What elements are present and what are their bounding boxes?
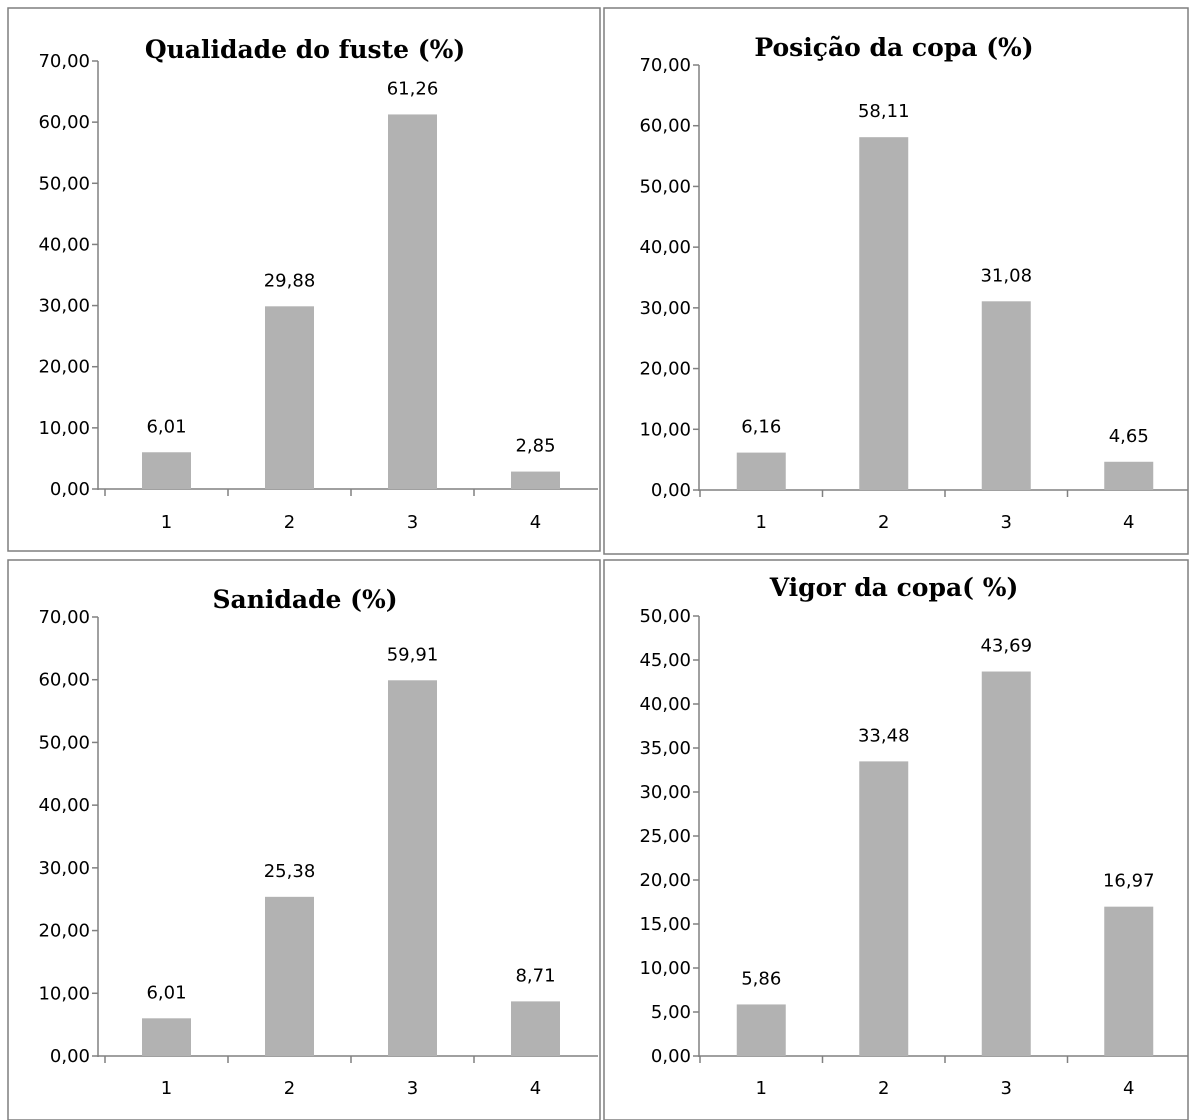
y-tick-label: 60,00 xyxy=(38,670,90,691)
y-tick-label: 15,00 xyxy=(639,914,691,935)
y-tick-label: 40,00 xyxy=(38,795,90,816)
data-label: 59,91 xyxy=(387,644,439,665)
data-label: 25,38 xyxy=(264,861,316,882)
data-label: 43,69 xyxy=(980,636,1032,657)
bar-4 xyxy=(511,471,560,489)
y-tick-label: 60,00 xyxy=(639,116,691,137)
y-tick-label: 10,00 xyxy=(639,958,691,979)
data-label: 31,08 xyxy=(980,265,1032,286)
chart-title: Posição da copa (%) xyxy=(754,33,1033,62)
x-tick-label: 1 xyxy=(161,1078,172,1099)
y-tick-label: 10,00 xyxy=(639,419,691,440)
chart-title: Sanidade (%) xyxy=(212,585,397,614)
y-tick-label: 70,00 xyxy=(38,607,90,628)
x-tick-label: 2 xyxy=(878,1078,889,1099)
y-tick-label: 40,00 xyxy=(639,694,691,715)
data-label: 33,48 xyxy=(858,725,910,746)
bar-3 xyxy=(981,671,1031,1056)
y-tick-label: 20,00 xyxy=(38,921,90,942)
bar-2 xyxy=(859,137,909,491)
y-tick-label: 70,00 xyxy=(38,51,90,72)
y-tick-label: 10,00 xyxy=(38,418,90,439)
x-tick-label: 2 xyxy=(878,512,889,533)
chart-panel-3: Sanidade (%) 0,00 10,00 20,00 30,00 40,00 50,0… xyxy=(7,559,601,1120)
data-label: 6,16 xyxy=(741,417,781,438)
data-label: 6,01 xyxy=(146,416,186,437)
data-label: 8,71 xyxy=(515,965,555,986)
data-label: 2,85 xyxy=(515,436,555,457)
y-tick-label: 40,00 xyxy=(639,237,691,258)
data-label: 29,88 xyxy=(264,270,316,291)
y-tick-label: 0,00 xyxy=(651,480,691,501)
data-label: 58,11 xyxy=(858,101,910,122)
bar-3 xyxy=(388,680,437,1056)
y-tick-label: 30,00 xyxy=(639,298,691,319)
y-tick-label: 0,00 xyxy=(50,479,90,500)
chart-title: Qualidade do fuste (%) xyxy=(145,35,465,64)
y-tick-label: 40,00 xyxy=(38,234,90,255)
x-tick-label: 4 xyxy=(1123,1078,1134,1099)
y-tick-label: 20,00 xyxy=(639,359,691,380)
x-tick-label: 4 xyxy=(1123,512,1134,533)
data-label: 5,86 xyxy=(741,968,781,989)
chart-title: Vigor da copa( %) xyxy=(769,573,1019,602)
bar-1 xyxy=(142,452,191,489)
y-tick-label: 50,00 xyxy=(639,176,691,197)
x-tick-label: 2 xyxy=(284,512,295,533)
y-tick-label: 30,00 xyxy=(38,858,90,879)
chart-panel-2: Posição da copa (%) 0,00 10,00 20,00 30,00 40… xyxy=(603,7,1189,555)
y-tick-label: 5,00 xyxy=(651,1002,691,1023)
chart-panel-4: Vigor da copa( %) 0,00 5,00 10,00 15,00 20,00… xyxy=(603,559,1189,1120)
chart-panel-1: Qualidade do fuste (%) 0,00 10,00 20,00 30,0… xyxy=(7,7,601,552)
bar-1 xyxy=(736,452,786,490)
x-tick-label: 2 xyxy=(284,1078,295,1099)
y-tick-label: 10,00 xyxy=(38,983,90,1004)
y-tick-label: 30,00 xyxy=(639,782,691,803)
y-tick-label: 45,00 xyxy=(639,650,691,671)
bar-2 xyxy=(859,761,909,1056)
y-tick-label: 50,00 xyxy=(38,173,90,194)
x-tick-label: 4 xyxy=(530,512,541,533)
bar-3 xyxy=(981,301,1031,490)
y-tick-label: 50,00 xyxy=(639,606,691,627)
x-tick-label: 1 xyxy=(161,512,172,533)
bar-2 xyxy=(265,896,314,1056)
y-tick-label: 20,00 xyxy=(38,357,90,378)
data-label: 16,97 xyxy=(1103,871,1155,892)
y-tick-label: 30,00 xyxy=(38,296,90,317)
data-label: 6,01 xyxy=(146,982,186,1003)
bar-4 xyxy=(1104,461,1154,490)
data-label: 61,26 xyxy=(387,78,439,99)
x-tick-label: 4 xyxy=(530,1078,541,1099)
bar-4 xyxy=(1104,906,1154,1056)
y-tick-label: 35,00 xyxy=(639,738,691,759)
x-tick-label: 3 xyxy=(407,1078,418,1099)
bar-1 xyxy=(142,1018,191,1056)
x-tick-label: 3 xyxy=(1001,1078,1012,1099)
y-tick-label: 20,00 xyxy=(639,870,691,891)
x-tick-label: 1 xyxy=(756,1078,767,1099)
y-tick-label: 0,00 xyxy=(651,1046,691,1067)
bar-2 xyxy=(265,306,314,489)
y-tick-label: 60,00 xyxy=(38,112,90,133)
x-tick-label: 3 xyxy=(407,512,418,533)
y-tick-label: 50,00 xyxy=(38,732,90,753)
y-tick-label: 25,00 xyxy=(639,826,691,847)
bar-4 xyxy=(511,1001,560,1056)
y-tick-label: 0,00 xyxy=(50,1046,90,1067)
x-tick-label: 3 xyxy=(1001,512,1012,533)
data-label: 4,65 xyxy=(1109,426,1149,447)
y-tick-label: 70,00 xyxy=(639,55,691,76)
bar-1 xyxy=(736,1004,786,1056)
x-tick-label: 1 xyxy=(756,512,767,533)
bar-3 xyxy=(388,114,437,490)
